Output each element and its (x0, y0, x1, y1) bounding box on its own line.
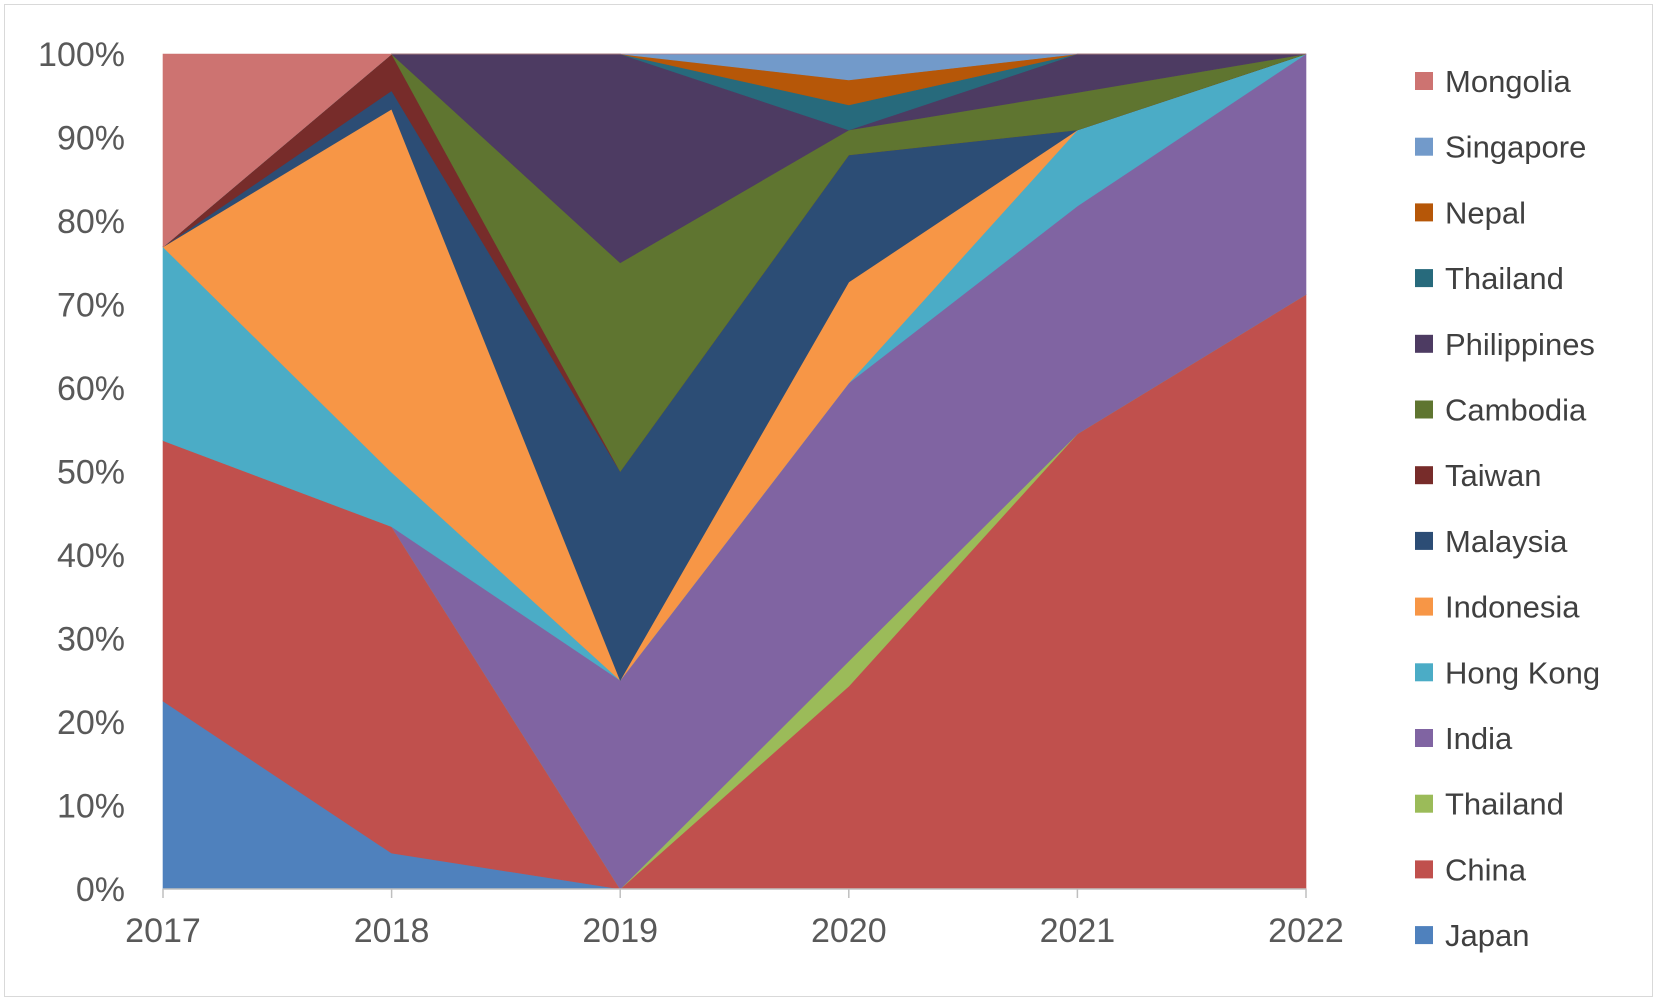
y-tick-label: 20% (57, 704, 125, 742)
legend-swatch (1415, 334, 1433, 353)
x-tick-label: 2021 (1040, 912, 1116, 950)
legend-item-hong-kong: Hong Kong (1415, 655, 1600, 690)
legend-label: Philippines (1445, 327, 1595, 362)
x-tick-label: 2018 (354, 912, 430, 950)
y-tick-label: 80% (57, 203, 125, 241)
legend-item-china: China (1415, 852, 1527, 887)
y-tick-label: 10% (57, 788, 125, 826)
y-tick-label: 30% (57, 621, 125, 659)
y-tick-label: 60% (57, 370, 125, 408)
legend-label: Japan (1445, 918, 1529, 953)
y-tick-label: 70% (57, 287, 125, 325)
plot-areas (162, 53, 1307, 890)
legend-item-nepal: Nepal (1415, 195, 1526, 230)
legend-swatch (1415, 926, 1433, 945)
legend-item-indonesia: Indonesia (1415, 590, 1580, 625)
legend-swatch (1415, 400, 1433, 419)
axes: 2017 2018 2019 2020 2021 2022 0% 10% 20% 30% 40% 50… (38, 36, 1344, 950)
legend-label: Mongolia (1445, 64, 1572, 99)
y-tick-label: 90% (57, 120, 125, 158)
legend-label: Taiwan (1445, 458, 1542, 493)
legend-item-thailand: Thailand (1415, 261, 1564, 296)
legend-item-philippines: Philippines (1415, 327, 1595, 362)
legend-swatch (1415, 794, 1433, 813)
legend-swatch (1415, 466, 1433, 485)
area-series-mongolia-13 (162, 53, 1306, 248)
legend-label: Thailand (1445, 261, 1564, 296)
legend-swatch (1415, 729, 1433, 747)
legend-label: Thailand (1445, 787, 1564, 822)
legend-item-taiwan: Taiwan (1415, 458, 1542, 493)
legend-item-singapore: Singapore (1415, 130, 1586, 165)
legend: Mongolia Singapore Nepal Thailand Philippine… (1415, 64, 1600, 953)
x-tick-label: 2020 (811, 912, 887, 950)
legend-label: India (1445, 721, 1513, 756)
legend-item-thailand: Thailand (1415, 787, 1564, 822)
x-tick-label: 2017 (125, 912, 201, 950)
legend-swatch (1415, 72, 1433, 90)
legend-swatch (1415, 531, 1433, 550)
y-tick-label: 0% (76, 871, 125, 909)
legend-swatch (1415, 663, 1433, 682)
legend-swatch (1415, 269, 1433, 288)
legend-swatch (1415, 203, 1433, 222)
legend-label: Hong Kong (1445, 655, 1600, 690)
legend-item-cambodia: Cambodia (1415, 393, 1587, 428)
y-tick-label: 100% (38, 36, 125, 74)
legend-item-malaysia: Malaysia (1415, 524, 1568, 559)
x-tick-label: 2019 (582, 912, 658, 950)
legend-swatch (1415, 137, 1433, 156)
legend-item-mongolia: Mongolia (1415, 64, 1572, 99)
y-tick-label: 40% (57, 537, 125, 575)
y-tick-label: 50% (57, 454, 125, 492)
x-tick-label: 2022 (1268, 912, 1344, 950)
legend-label: Nepal (1445, 195, 1526, 230)
legend-item-japan: Japan (1415, 918, 1529, 953)
legend-label: China (1445, 852, 1527, 887)
legend-label: Indonesia (1445, 590, 1580, 625)
legend-item-india: India (1415, 721, 1513, 756)
legend-label: Cambodia (1445, 393, 1587, 428)
legend-swatch (1415, 597, 1433, 616)
legend-swatch (1415, 860, 1433, 879)
legend-label: Singapore (1445, 130, 1586, 165)
legend-label: Malaysia (1445, 524, 1568, 559)
